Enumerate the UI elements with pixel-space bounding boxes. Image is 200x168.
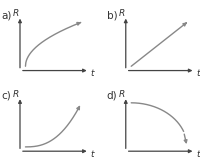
Text: R: R [13,90,19,99]
Text: R: R [119,9,125,18]
Text: a): a) [1,10,11,20]
Text: b): b) [107,10,117,20]
Text: R: R [119,90,125,99]
Text: d): d) [107,91,117,101]
Text: t: t [91,150,94,159]
Text: R: R [13,9,19,18]
Text: t: t [196,69,200,78]
Text: c): c) [1,91,11,101]
Text: t: t [91,69,94,78]
Text: t: t [196,150,200,159]
